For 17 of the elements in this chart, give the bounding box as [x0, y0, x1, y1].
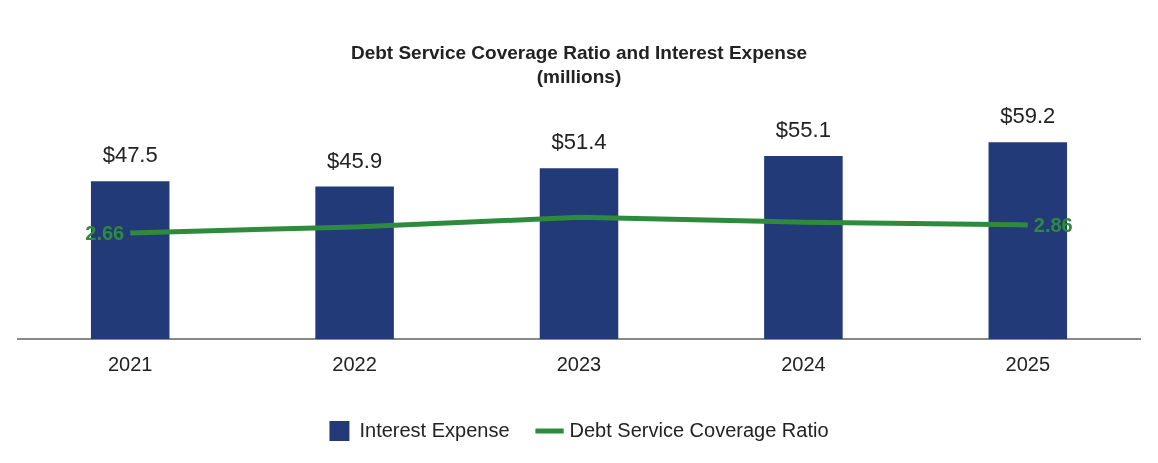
data-label: $47.5	[102, 142, 158, 168]
chart-title: Debt Service Coverage Ratio and Interest Expense	[350, 41, 808, 63]
data-label: $55.1	[775, 116, 831, 142]
chart-subtitle: (millions)	[536, 66, 622, 88]
data-label: $51.4	[551, 129, 607, 155]
data-label: $59.2	[1000, 103, 1056, 129]
data-label: $45.9	[327, 147, 383, 173]
x-tick-label: 2025	[1005, 352, 1051, 375]
bar	[315, 186, 394, 339]
x-tick-label: 2024	[781, 352, 826, 375]
bar	[539, 168, 619, 339]
legend-label: Interest Expense	[359, 418, 510, 441]
legend-label: Debt Service Coverage Ratio	[569, 418, 829, 441]
x-tick-label: 2022	[332, 352, 377, 375]
bar	[764, 155, 843, 339]
x-tick-label: 2021	[107, 352, 153, 375]
x-tick-label: 2023	[556, 352, 602, 375]
